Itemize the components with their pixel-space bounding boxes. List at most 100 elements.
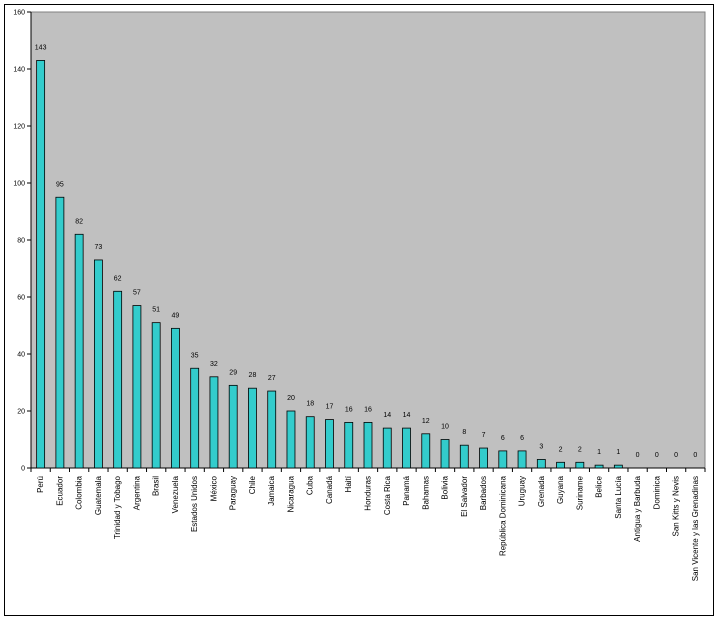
bar — [594, 464, 604, 469]
bar — [498, 450, 508, 469]
data-label: 32 — [210, 361, 218, 368]
y-tick-label: 0 — [21, 466, 25, 473]
bar — [382, 427, 392, 469]
data-label: 57 — [133, 290, 141, 297]
category-label: Trinidad y Tobago — [113, 475, 122, 539]
bar — [479, 447, 488, 469]
y-tick-label: 80 — [17, 238, 25, 245]
bar — [556, 461, 565, 469]
category-label: San Kitts y Nevis — [672, 476, 681, 536]
data-label: 3 — [539, 443, 543, 450]
category-label: Canadá — [325, 475, 334, 504]
data-label: 6 — [520, 435, 524, 442]
bar — [421, 433, 431, 469]
data-label: 0 — [655, 452, 659, 459]
category-label: Panamá — [402, 475, 411, 505]
bar — [55, 196, 65, 469]
bar — [363, 421, 373, 469]
data-label: 143 — [35, 44, 47, 51]
bar — [190, 367, 200, 469]
bar — [132, 305, 142, 469]
category-label: Haití — [344, 475, 353, 492]
data-label: 14 — [383, 412, 391, 419]
y-tick-label: 40 — [17, 352, 25, 359]
bar — [36, 60, 46, 469]
data-label: 1 — [616, 449, 620, 456]
category-label: Jamaica — [267, 475, 276, 505]
bar — [440, 439, 450, 469]
bar — [402, 427, 411, 469]
category-label: Venezuela — [171, 475, 180, 513]
category-label: Costa Rica — [383, 475, 392, 515]
category-label: Suriname — [575, 475, 584, 510]
category-label: El Salvador — [460, 476, 469, 517]
data-label: 10 — [441, 424, 449, 431]
data-label: 2 — [578, 446, 582, 453]
category-label: Belice — [595, 475, 604, 497]
y-tick-label: 100 — [13, 181, 25, 188]
bar — [113, 290, 123, 469]
category-label: Dominica — [652, 475, 661, 509]
data-label: 49 — [172, 312, 180, 319]
data-label: 6 — [501, 435, 505, 442]
bar — [228, 384, 238, 469]
data-label: 0 — [636, 452, 640, 459]
bar — [151, 322, 161, 469]
bar — [286, 410, 296, 469]
category-label: Estados Unidos — [190, 476, 199, 532]
data-label: 28 — [249, 372, 257, 379]
category-label: Perú — [36, 476, 45, 493]
bar — [171, 327, 180, 469]
bar — [575, 461, 585, 469]
data-label: 29 — [229, 369, 237, 376]
category-label: República Dominicana — [498, 475, 507, 556]
data-label: 20 — [287, 395, 295, 402]
data-label: 73 — [95, 244, 103, 251]
category-label: Guatemala — [94, 475, 103, 515]
category-label: Antigua y Barbuda — [633, 475, 642, 541]
data-label: 35 — [191, 352, 199, 359]
bar — [344, 421, 354, 469]
bar — [267, 390, 277, 469]
data-label: 2 — [559, 446, 563, 453]
bar — [305, 416, 315, 469]
data-label: 51 — [152, 307, 160, 314]
y-tick-label: 140 — [13, 67, 25, 74]
x-axis — [30, 467, 706, 472]
category-labels: Perú Ecuador Colombia Guatemala Trinidad y T… — [36, 475, 700, 581]
data-label: 62 — [114, 275, 122, 282]
bar — [74, 233, 84, 469]
category-label: Grenada — [537, 475, 546, 507]
data-label: 0 — [674, 452, 678, 459]
bar — [94, 259, 103, 469]
plot-area — [30, 11, 706, 469]
bar — [325, 419, 334, 469]
y-tick-label: 20 — [17, 409, 25, 416]
category-label: Barbados — [479, 476, 488, 510]
bars — [36, 60, 623, 469]
category-label: Paraguay — [229, 476, 238, 510]
y-tick-label: 160 — [13, 10, 25, 17]
category-label: Nicaragua — [286, 475, 295, 512]
data-label: 0 — [693, 452, 697, 459]
data-label: 12 — [422, 418, 430, 425]
category-label: Bolivia — [441, 475, 450, 499]
data-label: 18 — [306, 401, 314, 408]
y-tick-label: 60 — [17, 295, 25, 302]
category-label: Honduras — [364, 476, 373, 511]
category-label: Uruguay — [518, 476, 527, 506]
data-label: 16 — [345, 406, 353, 413]
category-label: México — [209, 475, 218, 501]
data-label: 27 — [268, 375, 276, 382]
data-label: 17 — [326, 404, 334, 411]
bar — [209, 376, 219, 469]
data-label: 16 — [364, 406, 372, 413]
bar — [613, 464, 623, 469]
category-label: San Vicente y las Grenadinas — [691, 476, 700, 581]
bar — [536, 459, 546, 469]
category-label: Chile — [248, 475, 257, 494]
data-label: 8 — [462, 429, 466, 436]
y-tick-label: 120 — [13, 124, 25, 131]
